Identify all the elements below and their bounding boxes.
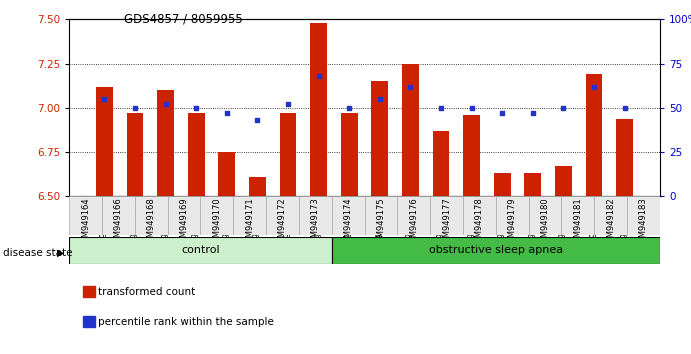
Bar <box>280 113 296 196</box>
Text: GSM949169: GSM949169 <box>180 197 189 248</box>
Bar <box>627 196 660 235</box>
Bar <box>365 196 397 235</box>
Text: GSM949175: GSM949175 <box>377 197 386 248</box>
Bar <box>371 81 388 196</box>
Text: obstructive sleep apnea: obstructive sleep apnea <box>428 245 563 256</box>
Point <box>160 102 171 107</box>
Bar <box>69 196 102 235</box>
Bar <box>594 196 627 235</box>
Point <box>252 118 263 123</box>
Text: GSM949183: GSM949183 <box>639 197 648 248</box>
Bar <box>218 152 235 196</box>
Point <box>497 110 508 116</box>
Point <box>405 84 416 90</box>
Bar <box>126 113 144 196</box>
Text: GSM949177: GSM949177 <box>442 197 451 248</box>
Point <box>558 105 569 111</box>
Bar <box>299 196 332 235</box>
Text: GSM949180: GSM949180 <box>540 197 549 248</box>
Bar <box>167 196 200 235</box>
Text: percentile rank within the sample: percentile rank within the sample <box>98 317 274 327</box>
Text: GSM949166: GSM949166 <box>114 197 123 248</box>
Text: GSM949178: GSM949178 <box>475 197 484 248</box>
Text: ▶: ▶ <box>57 248 64 258</box>
Text: GSM949179: GSM949179 <box>508 197 517 248</box>
Point <box>283 102 294 107</box>
Text: GSM949164: GSM949164 <box>81 197 90 248</box>
Text: GSM949170: GSM949170 <box>212 197 221 248</box>
Bar <box>463 196 495 235</box>
Text: GDS4857 / 8059955: GDS4857 / 8059955 <box>124 12 243 25</box>
Point <box>343 105 354 111</box>
Bar <box>332 196 365 235</box>
Bar <box>233 196 266 235</box>
Text: disease state: disease state <box>3 248 73 258</box>
Bar <box>433 131 449 196</box>
Text: GSM949173: GSM949173 <box>311 197 320 248</box>
Point <box>191 105 202 111</box>
Point <box>129 105 140 111</box>
Bar <box>96 87 113 196</box>
Bar <box>402 64 419 196</box>
Text: GSM949171: GSM949171 <box>245 197 254 248</box>
Point <box>99 96 110 102</box>
Point <box>375 96 386 102</box>
Bar <box>616 119 633 196</box>
Text: GSM949182: GSM949182 <box>606 197 615 248</box>
Bar <box>495 196 529 235</box>
Bar <box>188 113 205 196</box>
Point <box>221 110 232 116</box>
Text: transformed count: transformed count <box>98 287 196 297</box>
Text: GSM949172: GSM949172 <box>278 197 287 248</box>
Bar <box>69 237 332 264</box>
Bar <box>249 177 266 196</box>
Point <box>313 73 324 79</box>
Point <box>527 110 538 116</box>
Text: GSM949174: GSM949174 <box>343 197 352 248</box>
Bar <box>524 173 541 196</box>
Text: GSM949176: GSM949176 <box>409 197 418 248</box>
Point <box>466 105 477 111</box>
Bar <box>157 90 174 196</box>
Bar <box>266 196 299 235</box>
Bar <box>341 113 358 196</box>
Text: control: control <box>181 245 220 256</box>
Point <box>435 105 446 111</box>
Bar <box>200 196 233 235</box>
Bar <box>494 173 511 196</box>
Bar <box>135 196 167 235</box>
Bar <box>561 196 594 235</box>
Bar <box>585 74 603 196</box>
Bar <box>102 196 135 235</box>
Bar <box>463 115 480 196</box>
Bar <box>397 196 430 235</box>
Bar <box>310 23 327 196</box>
Point <box>619 105 630 111</box>
Bar <box>430 196 463 235</box>
Bar <box>555 166 572 196</box>
Bar <box>332 237 660 264</box>
Text: GSM949181: GSM949181 <box>574 197 583 248</box>
Point <box>589 84 600 90</box>
Text: GSM949168: GSM949168 <box>146 197 155 248</box>
Bar <box>529 196 561 235</box>
